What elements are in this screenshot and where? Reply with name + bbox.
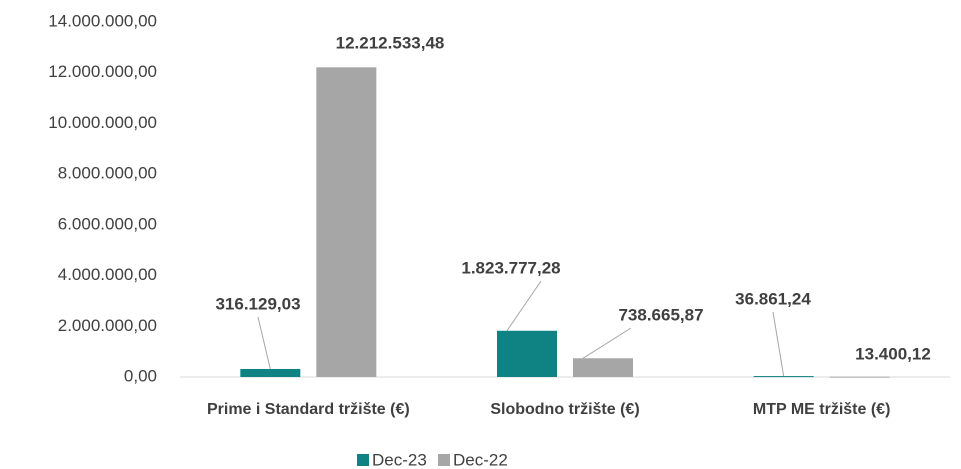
value-label: 12.212.533,48: [336, 33, 445, 52]
x-tick-label: Slobodno tržište (€): [490, 401, 639, 418]
legend-swatch: [438, 454, 450, 466]
value-label: 1.823.777,28: [461, 258, 560, 277]
legend-label: Dec-23: [372, 450, 427, 469]
bar: [316, 67, 377, 377]
y-tick-label: 6.000.000,00: [58, 214, 157, 233]
y-tick-label: 12.000.000,00: [48, 62, 157, 81]
value-label: 13.400,12: [855, 344, 931, 363]
value-label: 316.129,03: [215, 294, 300, 313]
legend-label: Dec-22: [453, 450, 508, 469]
y-tick-label: 10.000.000,00: [48, 113, 157, 132]
leader-line: [257, 316, 271, 370]
leader-line: [506, 280, 542, 332]
value-label: 36.861,24: [735, 289, 811, 308]
bar: [573, 358, 633, 377]
bar: [829, 376, 890, 378]
value-label: 738.665,87: [618, 305, 703, 324]
legend-swatch: [357, 454, 369, 466]
bar: [753, 376, 814, 378]
bar: [497, 330, 557, 377]
y-tick-label: 8.000.000,00: [58, 164, 157, 183]
leader-line: [772, 311, 785, 377]
x-tick-label: Prime i Standard tržište (€): [207, 401, 410, 418]
y-tick-label: 0,00: [124, 366, 157, 385]
y-tick-label: 2.000.000,00: [58, 316, 157, 335]
x-tick-label: MTP ME tržište (€): [753, 401, 891, 418]
y-tick-label: 4.000.000,00: [58, 265, 157, 284]
y-tick-label: 14.000.000,00: [48, 11, 157, 30]
leader-line: [582, 327, 632, 359]
bar: [240, 368, 301, 377]
